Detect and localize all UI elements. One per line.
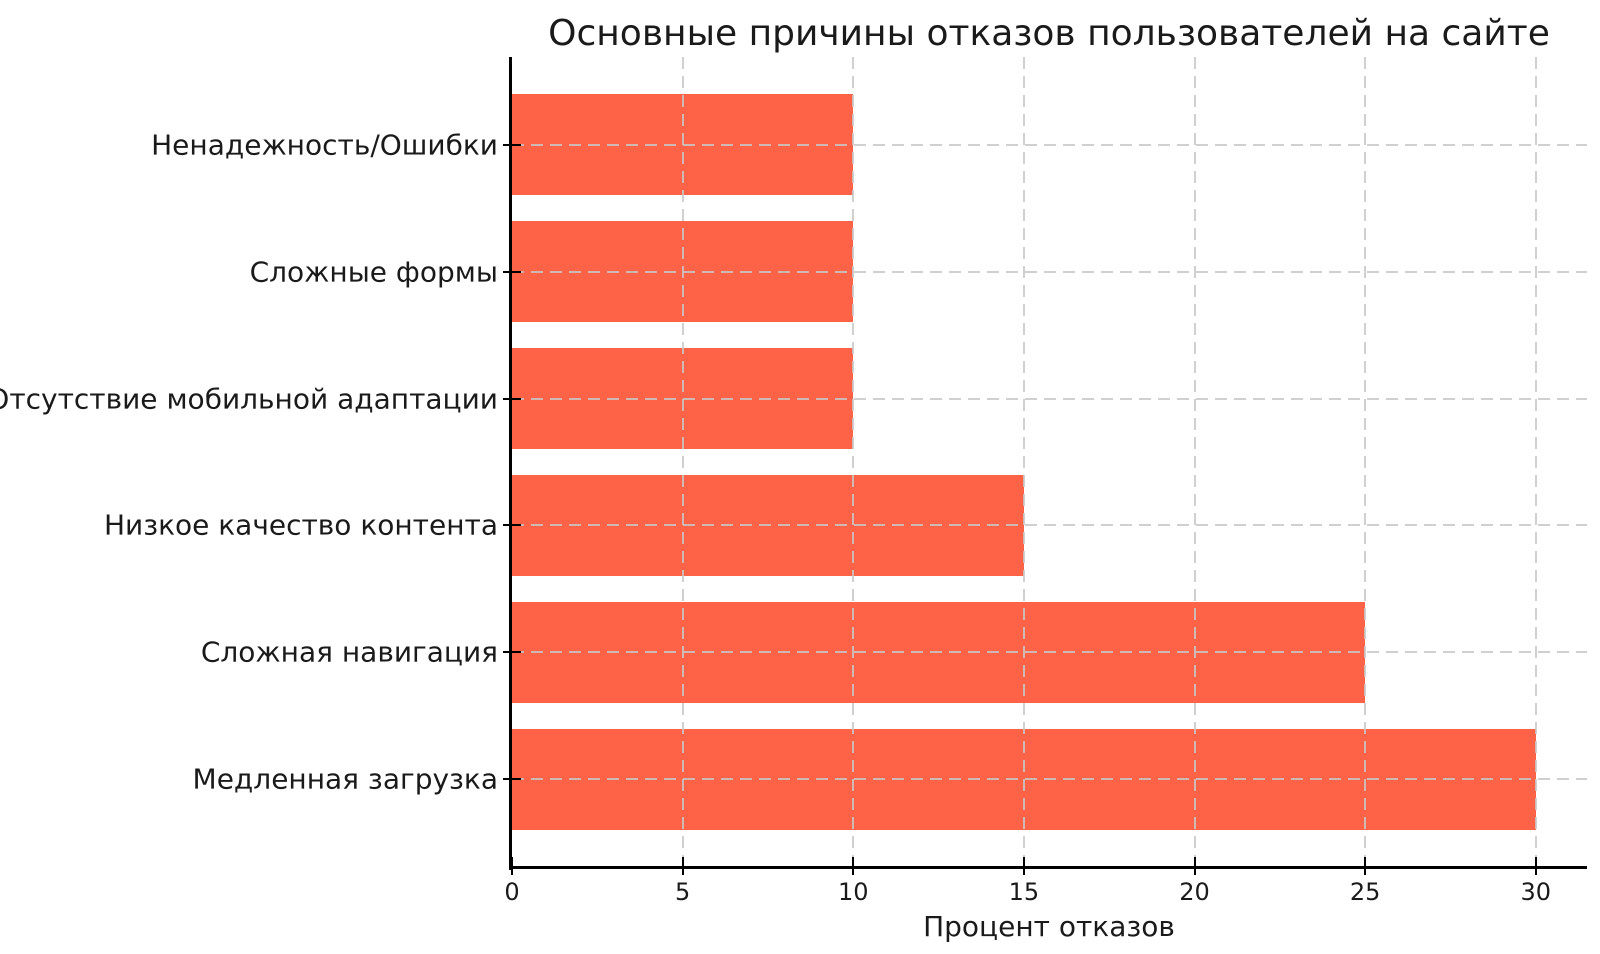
h-gridline <box>512 651 1587 654</box>
x-tick-mark <box>1364 857 1367 875</box>
x-tick-label: 0 <box>504 878 520 906</box>
y-tick-mark <box>503 778 521 781</box>
v-gridline <box>1534 57 1537 867</box>
left-spine <box>509 57 512 870</box>
y-tick-mark <box>503 143 521 146</box>
h-gridline <box>512 270 1587 273</box>
h-gridline <box>512 397 1587 400</box>
x-tick-label: 30 <box>1520 878 1552 906</box>
y-tick-mark <box>503 651 521 654</box>
h-gridline <box>512 778 1587 781</box>
y-tick-label: Сложная навигация <box>200 635 498 669</box>
x-tick-mark <box>511 857 513 875</box>
x-axis-label: Процент отказов <box>923 910 1175 943</box>
bottom-spine <box>509 866 1587 869</box>
x-tick-mark <box>1534 857 1537 875</box>
y-tick-mark <box>503 270 521 273</box>
x-tick-mark <box>1193 857 1196 875</box>
v-gridline <box>852 57 855 867</box>
v-gridline <box>1364 57 1367 867</box>
y-tick-label: Медленная загрузка <box>192 762 498 796</box>
y-tick-label: Сложные формы <box>249 255 498 289</box>
x-tick-label: 25 <box>1349 878 1381 906</box>
y-tick-label: Ненадежность/Ошибки <box>151 128 498 162</box>
v-gridline <box>1193 57 1196 867</box>
h-gridline <box>512 524 1587 527</box>
y-tick-mark <box>503 397 521 400</box>
x-tick-label: 5 <box>674 878 691 906</box>
x-tick-label: 20 <box>1179 878 1210 906</box>
h-gridline <box>512 143 1587 146</box>
x-tick-mark <box>681 857 684 875</box>
x-tick-label: 10 <box>837 878 869 906</box>
x-tick-mark <box>1022 857 1025 875</box>
y-tick-label: Отсутствие мобильной адаптации <box>0 382 498 416</box>
v-gridline <box>681 57 684 867</box>
y-tick-label: Низкое качество контента <box>103 508 498 542</box>
y-tick-mark <box>503 524 521 527</box>
v-gridline <box>1022 57 1025 867</box>
chart-title: Основные причины отказов пользователей н… <box>548 13 1550 54</box>
x-tick-mark <box>852 857 855 875</box>
x-tick-label: 15 <box>1008 878 1040 906</box>
